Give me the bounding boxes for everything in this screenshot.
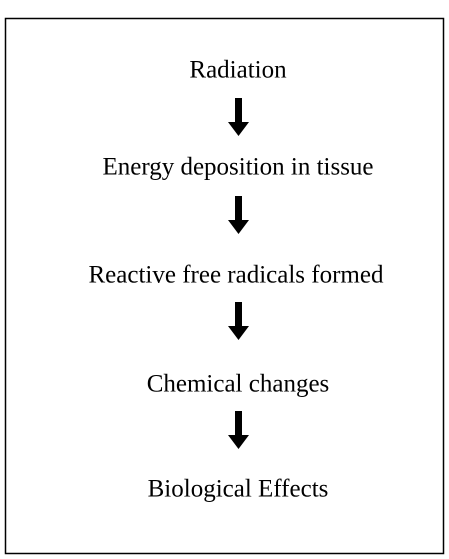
node-label: Radiation: [189, 57, 287, 84]
node-label: Biological Effects: [148, 476, 329, 503]
arrow: [228, 302, 249, 340]
node-label: Chemical changes: [147, 371, 330, 398]
arrow: [228, 411, 249, 449]
frame: [4, 17, 445, 555]
arrow: [228, 98, 249, 136]
node-label: Reactive free radicals formed: [89, 262, 384, 289]
arrow: [228, 196, 249, 234]
node-label: Energy deposition in tissue: [102, 154, 373, 181]
